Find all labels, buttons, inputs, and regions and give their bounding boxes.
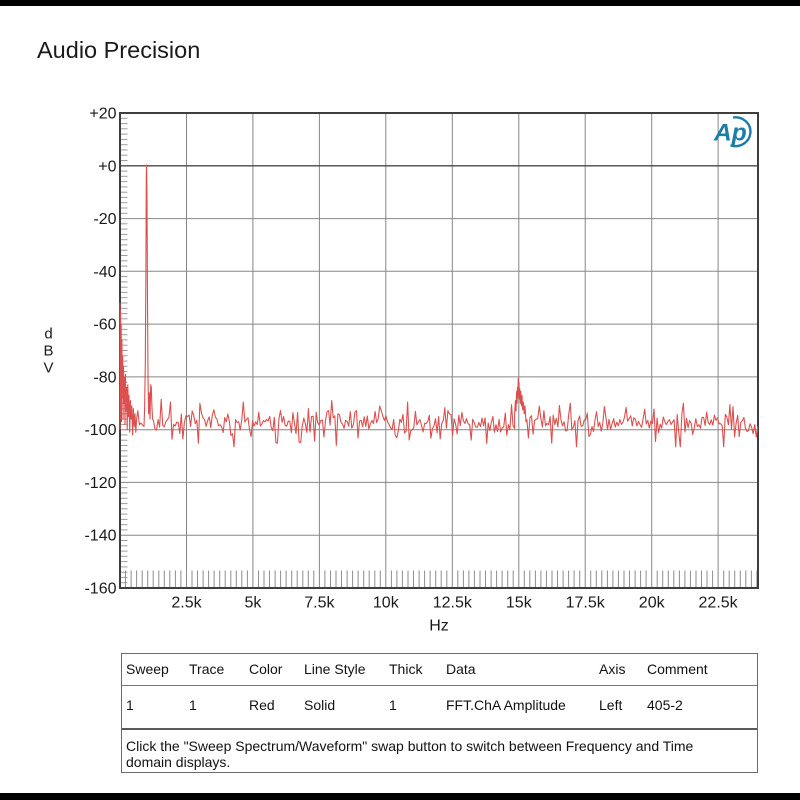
svg-text:10k: 10k [373,595,400,612]
svg-text:12.5k: 12.5k [433,595,473,612]
svg-text:-40: -40 [93,264,116,281]
svg-text:+20: +20 [89,106,116,123]
svg-text:Audio Precision: Audio Precision [37,37,200,63]
svg-text:-100: -100 [84,422,116,439]
svg-text:Hz: Hz [429,618,449,635]
svg-text:-140: -140 [84,528,116,545]
svg-text:Ap: Ap [713,120,747,147]
svg-text:-160: -160 [84,581,116,598]
svg-text:-120: -120 [84,475,116,492]
svg-text:-80: -80 [93,369,116,386]
svg-text:5k: 5k [244,595,262,612]
svg-text:22.5k: 22.5k [699,595,739,612]
svg-text:+0: +0 [98,158,116,175]
svg-text:-60: -60 [93,317,116,334]
svg-text:B: B [43,343,53,360]
svg-text:15k: 15k [506,595,533,612]
svg-text:2.5k: 2.5k [171,595,202,612]
svg-text:7.5k: 7.5k [304,595,335,612]
svg-text:20k: 20k [639,595,666,612]
svg-text:V: V [43,360,53,377]
svg-text:d: d [44,326,52,343]
svg-text:17.5k: 17.5k [566,595,606,612]
svg-text:-20: -20 [93,211,116,228]
